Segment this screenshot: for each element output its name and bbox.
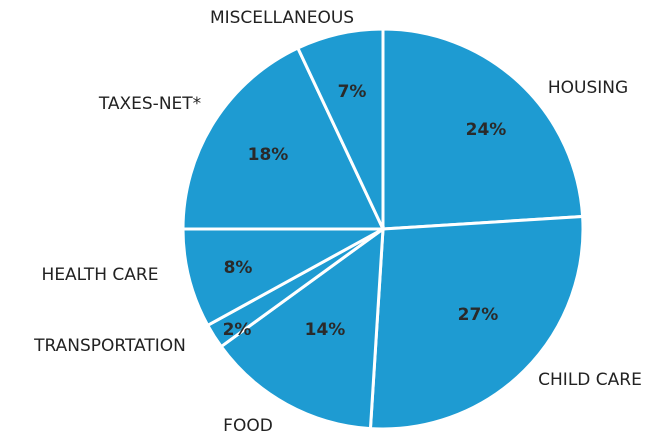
pie-slice	[181, 227, 384, 328]
pie-slice	[368, 214, 585, 431]
slice-label: TRANSPORTATION	[33, 336, 186, 356]
slice-label: FOOD	[223, 416, 273, 436]
slice-label: CHILD CARE	[538, 370, 642, 390]
pie-slice	[295, 27, 385, 230]
value-label: 8%	[224, 258, 253, 278]
value-label: 2%	[223, 320, 252, 340]
pie-slice	[219, 225, 385, 431]
slice-label: HOUSING	[548, 78, 628, 98]
value-label: 18%	[248, 145, 289, 165]
value-label: 24%	[466, 120, 507, 140]
value-label: 27%	[458, 305, 499, 325]
slice-label: HEALTH CARE	[42, 265, 159, 285]
value-label: 7%	[338, 82, 367, 102]
pie-slice	[181, 46, 386, 231]
pie-slice	[381, 27, 585, 231]
slice-label: TAXES-NET*	[98, 94, 201, 114]
slice-label: MISCELLANEOUS	[210, 8, 354, 28]
value-label: 14%	[305, 320, 346, 340]
